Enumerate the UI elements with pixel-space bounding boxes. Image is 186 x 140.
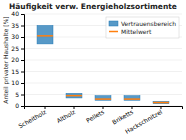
tick: 40 (11, 10, 24, 17)
tick: Scheitholz (17, 106, 47, 129)
grid-line (24, 71, 182, 72)
range-bar (153, 101, 169, 103)
tick-label: Altholz (55, 108, 76, 124)
tick-label: Hackschnitzel (124, 108, 164, 135)
grid-line (24, 14, 182, 15)
legend-swatch (109, 31, 118, 33)
y-axis-title: Anteil privater Haushalte [%] (2, 16, 10, 103)
tick-label: 35 (11, 22, 19, 29)
mean-line (66, 95, 82, 97)
tick-mark (21, 60, 24, 61)
mean-line (124, 98, 140, 100)
tick: 10 (11, 79, 24, 86)
grid-line (24, 60, 182, 61)
range-bar (95, 96, 111, 101)
grid-line (24, 83, 182, 84)
title: Häufigkeit verw. Energieholzsortimente (9, 2, 177, 11)
tick: 15 (11, 68, 24, 75)
tick-label: 0 (15, 102, 19, 109)
tick-mark (103, 106, 104, 109)
tick-label: 30 (11, 33, 19, 40)
tick: Altholz (55, 106, 76, 124)
tick-label: 5 (15, 91, 19, 98)
mean-line (153, 102, 169, 104)
tick-mark (21, 37, 24, 38)
tick-mark (160, 106, 161, 109)
grid (24, 14, 182, 106)
legend-item: Mittelwert (109, 28, 152, 35)
tick-mark (131, 106, 132, 109)
tick: 30 (11, 33, 24, 40)
range-bar (124, 96, 140, 101)
x-axis: Scheitholz Altholz Pellets BrikettsHackschn… (17, 106, 182, 135)
tick-label: Pellets (85, 108, 105, 124)
tick: 5 (15, 91, 24, 98)
tick: Hackschnitzel (124, 106, 164, 135)
tick-label: 15 (11, 68, 19, 75)
tick-mark (21, 83, 24, 84)
tick: 25 (11, 45, 24, 52)
legend: VertrauensbereichMittelwert (106, 17, 179, 38)
tick-label: 20 (11, 56, 19, 63)
legend-label: Vertrauensbereich (121, 20, 176, 27)
tick-mark (21, 95, 24, 96)
tick-mark (21, 72, 24, 73)
tick: Briketts (111, 106, 134, 126)
mean-line (37, 35, 53, 37)
plot: 0 5 10 15 20 25 30 35 40 Scheitholz Altholz Pellets… (11, 10, 182, 134)
tick: 0 (15, 102, 24, 109)
tick: 20 (11, 56, 24, 63)
mean-line (95, 98, 111, 100)
tick-label: 25 (11, 45, 19, 52)
tick-mark (74, 106, 75, 109)
tick-label: Scheitholz (17, 108, 47, 130)
tick: 35 (11, 22, 24, 29)
y-axis: 0 5 10 15 20 25 30 35 40 (11, 10, 24, 109)
grid-line (24, 48, 182, 49)
tick-mark (21, 26, 24, 27)
tick-mark (21, 49, 24, 50)
tick-label: 10 (11, 79, 19, 86)
grid-line (24, 94, 182, 95)
tick-mark (21, 106, 24, 107)
tick-label: 40 (11, 10, 19, 17)
legend-box (106, 17, 179, 38)
tick-mark (21, 14, 24, 15)
axis-line (21, 15, 25, 107)
legend-swatch (109, 21, 118, 26)
range-bar (37, 26, 53, 44)
tick-mark (45, 106, 46, 109)
chart: 0 5 10 15 20 25 30 35 40 Scheitholz Altholz Pellets… (0, 0, 186, 140)
range-bar (66, 93, 82, 98)
legend-label: Mittelwert (121, 28, 152, 35)
tick: Pellets (85, 106, 105, 124)
tick-label: Briketts (111, 108, 134, 126)
legend-item: Vertrauensbereich (109, 20, 176, 27)
